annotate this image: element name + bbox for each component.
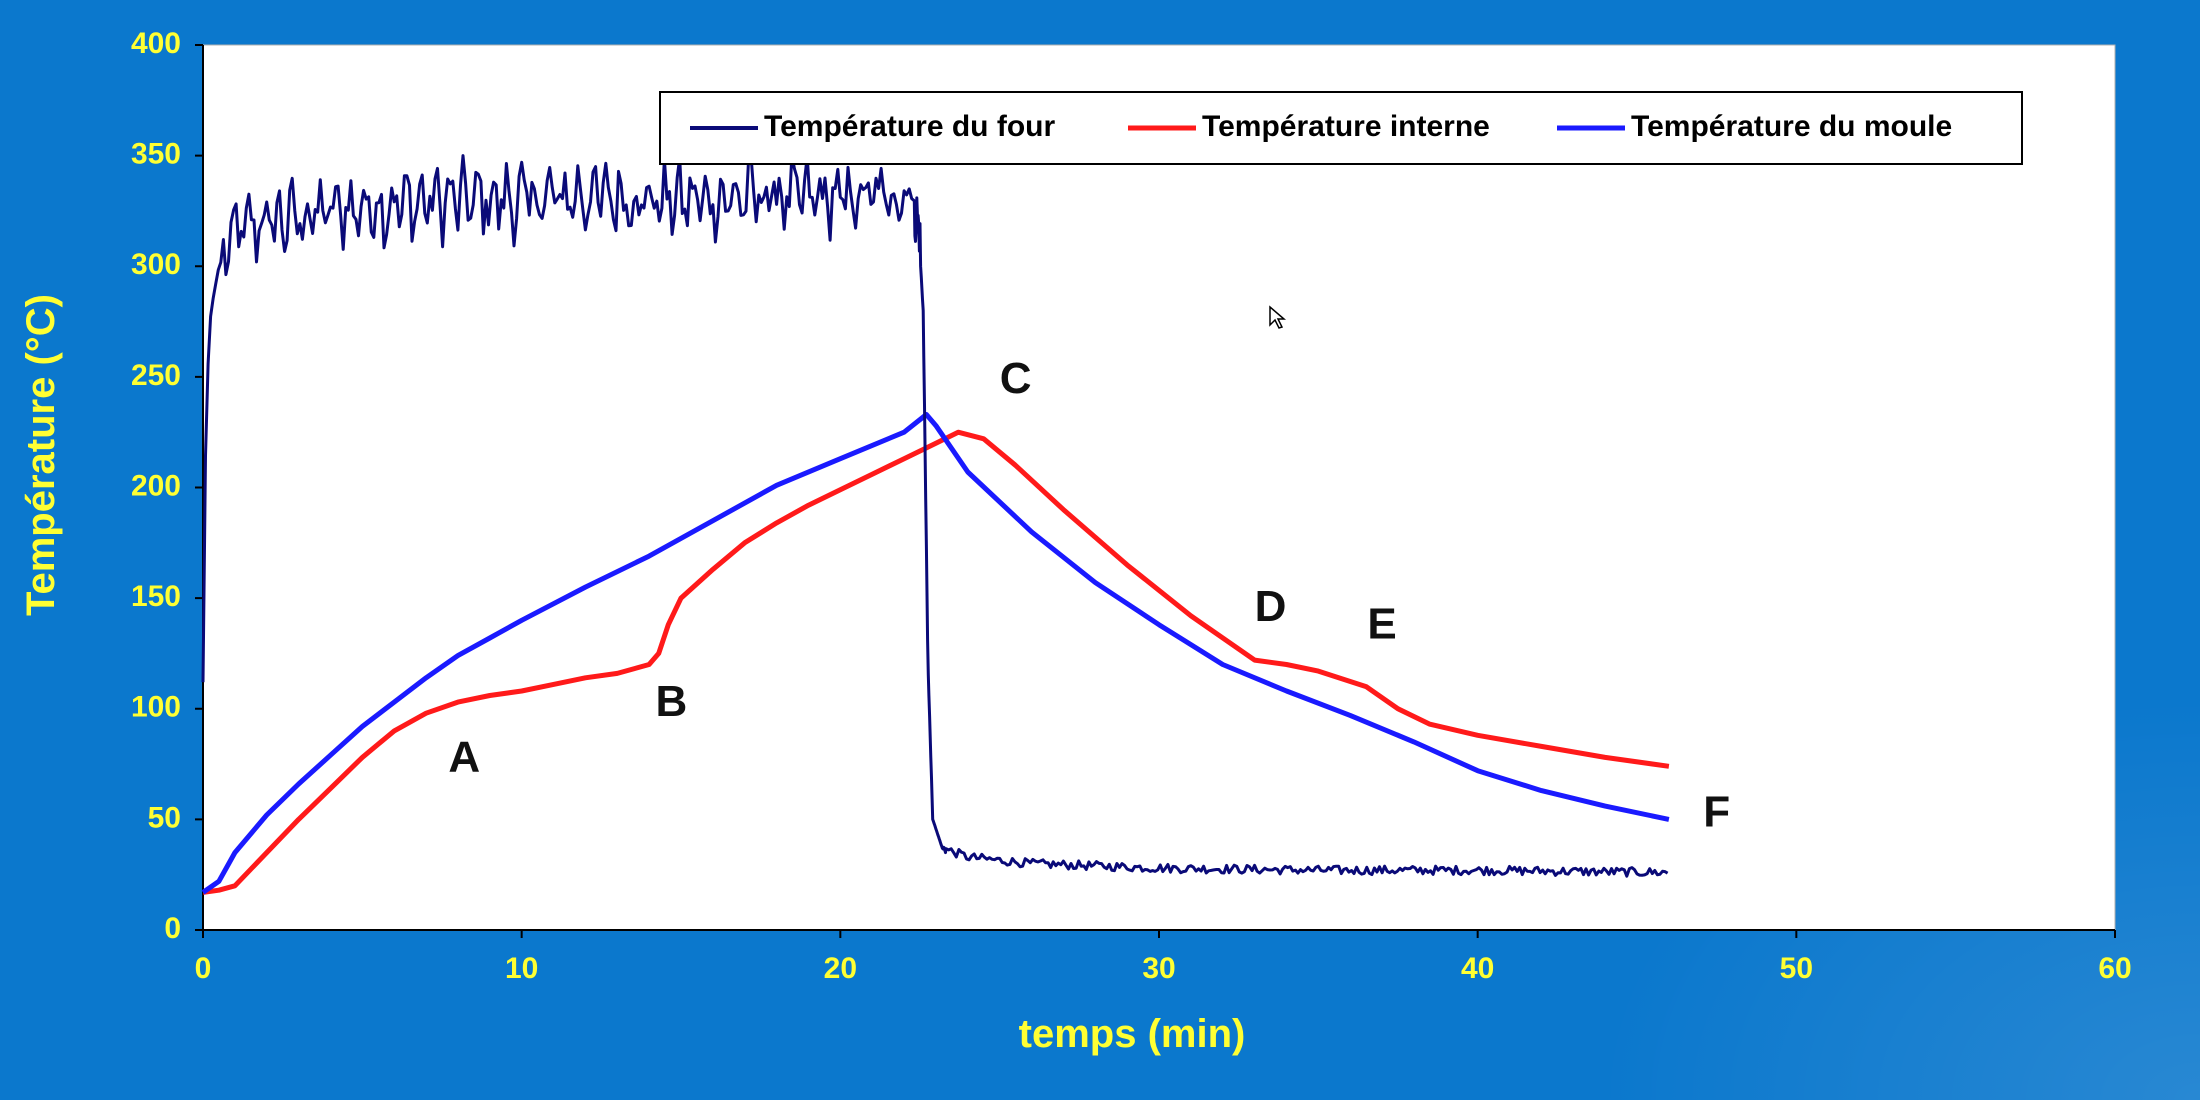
y-axis-title: Température (°C) bbox=[19, 294, 63, 616]
annotations: A B C D E F bbox=[448, 354, 1730, 837]
series-layer bbox=[201, 153, 1670, 895]
legend-label-interne: Température interne bbox=[1202, 110, 1490, 143]
x-tick-label: 60 bbox=[2098, 952, 2131, 985]
legend: Température du four Température interne … bbox=[659, 91, 2023, 165]
x-tick-label: 10 bbox=[505, 952, 538, 985]
x-tick-label: 20 bbox=[824, 952, 857, 985]
x-axis-title: temps (min) bbox=[1019, 1012, 1246, 1056]
mouse-cursor-icon bbox=[1269, 305, 1287, 329]
legend-box bbox=[659, 91, 2023, 165]
y-tick-label: 100 bbox=[131, 691, 181, 724]
y-tick-label: 300 bbox=[131, 248, 181, 281]
annotation-b: B bbox=[656, 677, 688, 726]
x-tick-label: 0 bbox=[195, 952, 212, 985]
plot-area bbox=[202, 44, 2116, 931]
y-tick-label: 350 bbox=[131, 138, 181, 171]
y-tick-label: 50 bbox=[148, 801, 181, 834]
x-tick-label: 50 bbox=[1780, 952, 1813, 985]
series-line-0 bbox=[201, 153, 1669, 878]
annotation-d: D bbox=[1255, 582, 1287, 631]
annotation-f: F bbox=[1703, 788, 1730, 837]
y-tick-label: 0 bbox=[164, 912, 181, 945]
y-tick-label: 250 bbox=[131, 359, 181, 392]
series-line-1 bbox=[202, 429, 1670, 895]
y-axis-ticks: 0 50 100 150 200 250 300 350 400 bbox=[131, 27, 203, 945]
x-tick-label: 40 bbox=[1461, 952, 1494, 985]
annotation-c: C bbox=[1000, 354, 1032, 403]
y-tick-label: 200 bbox=[131, 469, 181, 502]
legend-label-four: Température du four bbox=[764, 110, 1055, 143]
legend-label-moule: Température du moule bbox=[1631, 110, 1952, 143]
series-line-2 bbox=[201, 412, 1670, 895]
annotation-e: E bbox=[1367, 600, 1396, 649]
annotation-a: A bbox=[448, 732, 480, 781]
x-tick-label: 30 bbox=[1142, 952, 1175, 985]
y-tick-label: 150 bbox=[131, 580, 181, 613]
x-axis-ticks: 0 10 20 30 40 50 60 bbox=[195, 930, 2132, 985]
y-tick-label: 400 bbox=[131, 27, 181, 60]
